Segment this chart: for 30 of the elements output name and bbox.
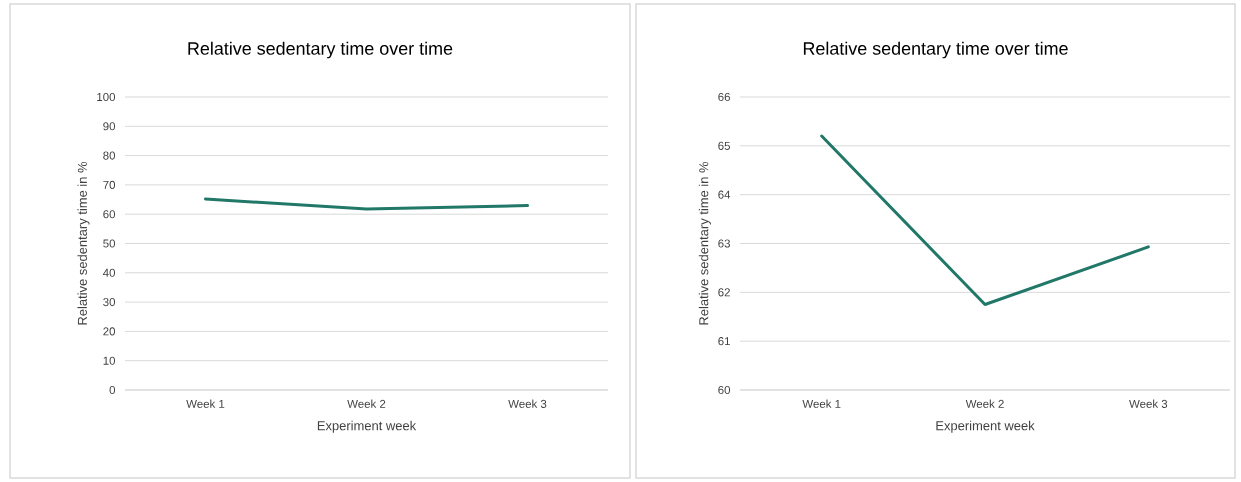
y-tick-label: 80 xyxy=(103,151,116,160)
y-tick-label: 66 xyxy=(718,92,730,102)
x-axis-title: Experiment week xyxy=(317,420,417,433)
y-tick-label: 10 xyxy=(103,356,116,365)
y-tick-label: 30 xyxy=(103,298,116,307)
x-tick-label: Week 1 xyxy=(186,399,225,408)
x-axis-title: Experiment week xyxy=(936,420,1035,433)
x-tick-label: Week 2 xyxy=(965,399,1004,408)
chart-title: Relative sedentary time over time xyxy=(803,41,1068,59)
x-tick-label: Week 3 xyxy=(508,399,547,408)
y-tick-label: 90 xyxy=(103,122,116,131)
y-tick-label: 63 xyxy=(718,239,730,248)
y-tick-label: 60 xyxy=(718,385,731,395)
y-tick-label: 50 xyxy=(103,239,116,248)
x-tick-label: Week 3 xyxy=(1129,399,1168,408)
y-tick-label: 62 xyxy=(718,288,730,297)
x-tick-label: Week 1 xyxy=(802,399,841,408)
y-tick-label: 0 xyxy=(109,385,116,395)
y-tick-label: 20 xyxy=(103,327,116,336)
y-tick-label: 70 xyxy=(103,180,116,189)
y-tick-label: 64 xyxy=(718,190,731,199)
chart-title: Relative sedentary time over time xyxy=(188,41,453,59)
y-tick-label: 100 xyxy=(97,92,116,102)
y-tick-label: 61 xyxy=(718,337,730,346)
y-axis-title: Relative sedentary time in % xyxy=(698,161,711,325)
y-tick-label: 65 xyxy=(718,141,731,150)
y-tick-label: 40 xyxy=(103,268,116,277)
y-tick-label: 60 xyxy=(103,210,116,219)
x-tick-label: Week 2 xyxy=(347,399,386,408)
y-axis-title: Relative sedentary time in % xyxy=(77,161,90,325)
